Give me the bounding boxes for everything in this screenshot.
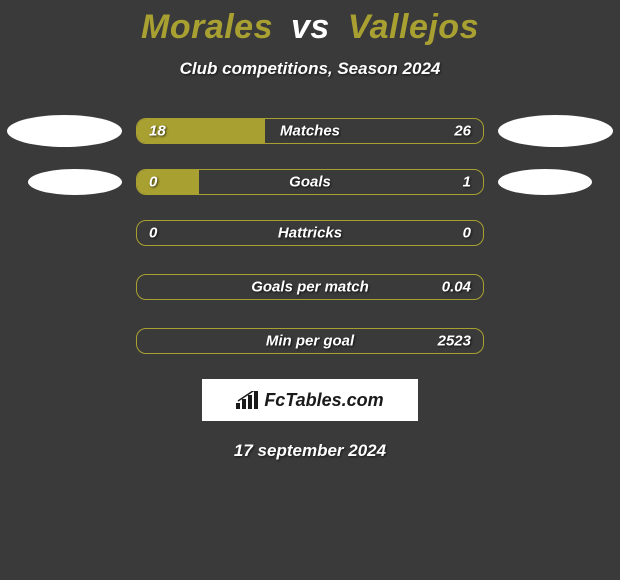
source-logo: FcTables.com	[202, 379, 418, 421]
bar-fill-left	[137, 170, 199, 194]
stat-label: Goals	[289, 174, 331, 191]
stat-value-right: 2523	[438, 333, 471, 350]
stat-bar: 18 26 Matches	[136, 118, 484, 144]
stat-label: Hattricks	[278, 225, 342, 242]
stats-rows: 18 26 Matches 0 1 Goals 0 0 Hattricks 0.04 Goals p…	[0, 115, 620, 357]
stat-value-left: 0	[149, 225, 157, 242]
date-label: 17 september 2024	[0, 441, 620, 461]
page-title: Morales vs Vallejos	[0, 8, 620, 47]
stat-label: Min per goal	[266, 333, 354, 350]
stat-label: Goals per match	[251, 279, 369, 296]
stat-label: Matches	[280, 123, 340, 140]
stat-row: 0 1 Goals	[0, 169, 620, 195]
player2-name: Vallejos	[348, 8, 479, 46]
stat-row: 2523 Min per goal	[0, 325, 620, 357]
team-badge-left	[28, 169, 122, 195]
team-badge-left	[7, 115, 122, 147]
stat-value-left: 0	[149, 174, 157, 191]
logo-text: FcTables.com	[264, 390, 383, 411]
team-badge-right	[498, 169, 592, 195]
infographic-container: Morales vs Vallejos Club competitions, S…	[0, 0, 620, 461]
stat-bar: 0 0 Hattricks	[136, 220, 484, 246]
stat-row: 0 0 Hattricks	[0, 217, 620, 249]
stat-bar: 0 1 Goals	[136, 169, 484, 195]
player1-name: Morales	[141, 8, 273, 46]
stat-bar: 0.04 Goals per match	[136, 274, 484, 300]
stat-row: 0.04 Goals per match	[0, 271, 620, 303]
stat-bar: 2523 Min per goal	[136, 328, 484, 354]
subtitle: Club competitions, Season 2024	[0, 59, 620, 79]
team-badge-right	[498, 115, 613, 147]
stat-value-left: 18	[149, 123, 166, 140]
stat-value-right: 1	[463, 174, 471, 191]
stat-value-right: 0	[463, 225, 471, 242]
stat-row: 18 26 Matches	[0, 115, 620, 147]
vs-label: vs	[291, 8, 330, 46]
stat-value-right: 0.04	[442, 279, 471, 296]
chart-icon	[236, 391, 258, 409]
stat-value-right: 26	[454, 123, 471, 140]
